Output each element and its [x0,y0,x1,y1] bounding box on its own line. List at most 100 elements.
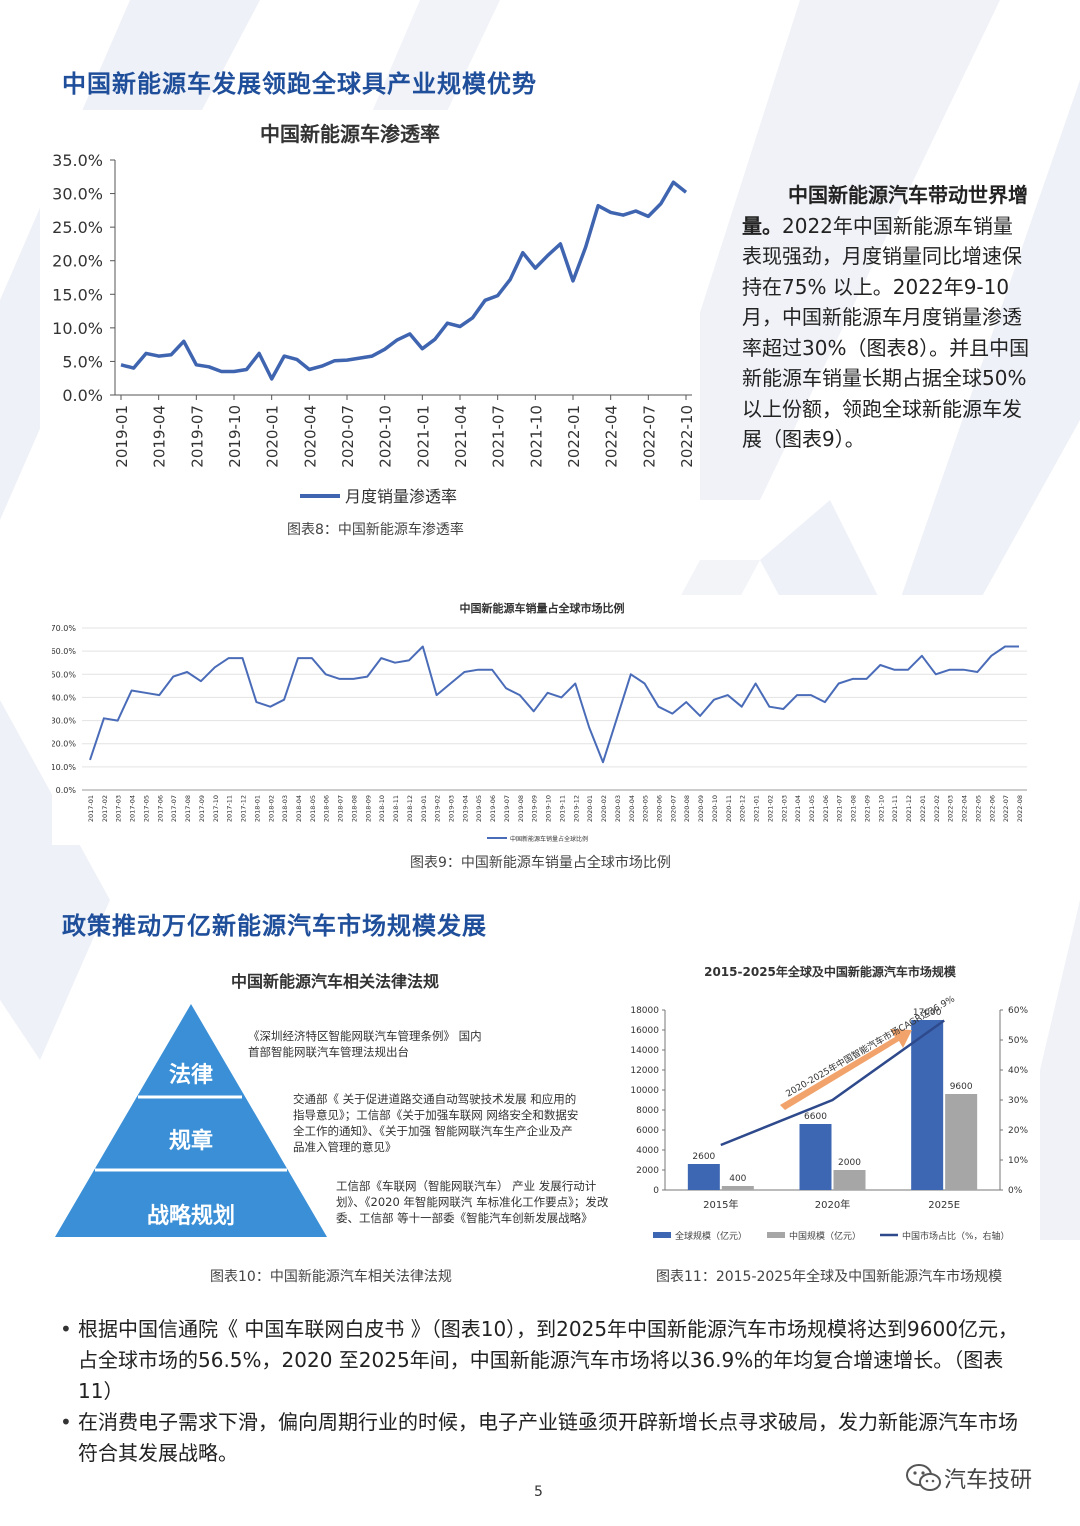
chart9-panel: 中国新能源车销量占全球市场比例 0.0% 10.0% 20.0% 30.0% 40.0%… [52,595,1032,845]
pyramid-level-regulation: 规章 [168,1129,213,1154]
chart9-xtick-label: 2018-07 [337,795,345,822]
chart9-xtick-label: 2017-09 [198,795,206,822]
chart8-xtick-label: 2020-04 [301,405,319,468]
chart11-panel: 2015-2025年全球及中国新能源汽车市场规模 0 2000 4000 6000 80… [620,955,1040,1250]
chart8-svg: 0.0% 5.0% 10.0% 15.0% 20.0% 25.0% 30.0% 35.0% 20… [52,151,696,506]
chart9-xtick-label: 2017-11 [226,795,234,822]
chart8-xtick-label: 2022-04 [603,405,621,468]
chart11-ytick-right-label: 10% [1008,1156,1028,1166]
chart9-xtick-label: 2018-09 [364,795,372,822]
chart9-xtick-label: 2017-12 [240,795,248,822]
chart8-legend-label: 月度销量渗透率 [345,487,457,506]
chart11-bar [945,1094,978,1190]
chart9-ytick-label: 70.0% [52,624,76,633]
chart11-legend-swatch [653,1232,671,1238]
chart9-xtick-label: 2019-01 [420,795,428,822]
chart9-xtick-label: 2021-01 [753,795,761,822]
chart11-legend-label: 全球规模（亿元） [675,1230,747,1242]
chart9-xtick-label: 2022-06 [988,795,996,822]
chart9-legend-label: 中国新能源车销量占全球比例 [510,835,588,843]
chart11-bar-label: 400 [729,1174,746,1184]
chart8-xtick-label: 2020-10 [377,405,395,468]
chart9-xtick-label: 2021-06 [822,795,830,822]
section-title-2: 政策推动万亿新能源汽车市场规模发展 [62,912,487,940]
chart8-xtick-label: 2022-10 [678,405,696,468]
chart8-xtick-label: 2021-07 [490,405,508,468]
chart9-xtick-label: 2021-02 [766,795,774,822]
chart9-xtick-label: 2017-10 [212,795,220,822]
bullet-item: 在消费电子需求下滑，偏向周期行业的时候，电子产业链亟须开辟新增长点寻求破局，发力… [60,1407,1030,1469]
chart9-xtick-label: 2019-05 [475,795,483,822]
chart9-caption: 图表9：中国新能源车销量占全球市场比例 [410,855,671,871]
chart11-xtick-label: 2015年 [703,1198,738,1211]
pyramid-level-strategy: 战略规划 [146,1204,235,1229]
chart11-ytick-left-label: 4000 [636,1146,659,1156]
chart11-ytick-left-label: 8000 [636,1106,659,1116]
chart9-xtick-label: 2020-02 [600,795,608,822]
chart8-ytick-label: 15.0% [52,285,103,304]
chart11-ytick-right-label: 50% [1008,1036,1028,1046]
chart9-xtick-label: 2022-01 [919,795,927,822]
chart11-bar-label: 6600 [804,1112,827,1122]
chart11-bar-label: 2600 [692,1152,715,1162]
chart9-xtick-label: 2017-07 [170,795,178,822]
pyramid-caption: 图表10：中国新能源汽车相关法律法规 [210,1269,452,1285]
chart9-xtick-label: 2019-12 [572,795,580,822]
chart9-ytick-label: 50.0% [52,670,76,679]
chart9-xtick-label: 2018-12 [406,795,414,822]
chart8-ytick-label: 0.0% [62,386,103,405]
chart9-xtick-label: 2020-01 [586,795,594,822]
chart8-xtick-label: 2019-07 [188,405,206,468]
chart8-xtick-label: 2021-01 [414,405,432,468]
chart9-xtick-label: 2018-11 [392,795,400,822]
chart9-xtick-label: 2019-09 [531,795,539,822]
chart9-xtick-label: 2017-02 [101,795,109,822]
chart9-xtick-label: 2017-05 [142,795,150,822]
chart9-xtick-label: 2019-08 [517,795,525,822]
chart11-ytick-right-label: 60% [1008,1006,1028,1016]
section-title-1: 中国新能源车发展领跑全球具产业规模优势 [62,70,537,98]
chart9-xtick-label: 2022-02 [933,795,941,822]
chart9-xtick-label: 2020-06 [655,795,663,822]
chart11-legend-label: 中国市场占比（%，右轴） [902,1230,1010,1242]
chart11-ytick-right-label: 30% [1008,1096,1028,1106]
intro-paragraph: 中国新能源汽车带动世界增量。2022年中国新能源车销量表现强劲，月度销量同比增速… [742,180,1032,455]
chart11-xtick-label: 2025E [928,1200,960,1211]
chart9-xtick-label: 2022-03 [947,795,955,822]
chart8-ytick-label: 10.0% [52,319,103,338]
pyramid-note-regulation: 交通部《 关于促进道路交通自动驾驶技术发展 和应用的指导意见》；工信部《关于加强… [293,1092,579,1154]
chart11-ytick-left-label: 16000 [630,1026,659,1036]
chart11-ytick-left-label: 10000 [630,1086,659,1096]
chart9-series-line [89,645,1019,764]
pyramid-note-law: 《深圳经济特区智能网联汽车管理条例》 国内首部智能网联汽车管理法规出台 [248,1029,482,1059]
chart9-xtick-label: 2021-10 [877,795,885,822]
wechat-icon [904,1460,944,1496]
chart11-bar [687,1164,720,1190]
chart9-xtick-label: 2021-03 [780,795,788,822]
chart9-xtick-label: 2021-11 [891,795,899,822]
chart11-share-line [720,1019,945,1147]
chart9-xtick-label: 2017-03 [115,795,123,822]
intro-rest: 2022年中国新能源车销量表现强劲，月度销量同比增速保持在75% 以上。2022… [742,213,1030,452]
chart11-ytick-right-label: 40% [1008,1066,1028,1076]
chart8-series-line [120,180,688,381]
chart9-xtick-label: 2022-08 [1016,795,1024,822]
chart8-caption: 图表8：中国新能源车渗透率 [287,522,464,538]
chart9-xtick-label: 2019-07 [503,795,511,822]
chart8-ytick-label: 25.0% [52,218,103,237]
page-number: 5 [534,1484,543,1500]
chart9-xtick-label: 2020-10 [711,795,719,822]
chart9-xtick-label: 2019-04 [461,795,469,822]
chart8-panel: 中国新能源车渗透率 0.0% 5.0% 10.0% 15.0% 20.0% 25.0% 30… [40,110,700,510]
chart11-ytick-left-label: 6000 [636,1126,659,1136]
bullet-list: 根据中国信通院《 中国车联网白皮书 》（图表10），到2025年中国新能源汽车市… [60,1314,1030,1469]
chart9-xtick-label: 2021-07 [836,795,844,822]
chart9-xtick-label: 2018-01 [253,795,261,822]
chart9-xtick-label: 2020-12 [739,795,747,822]
chart11-bar-label: 2000 [838,1158,861,1168]
pyramid-level-law: 法律 [168,1063,213,1088]
chart8-xtick-label: 2022-01 [565,405,583,468]
chart9-xtick-label: 2021-05 [808,795,816,822]
chart9-xtick-label: 2021-04 [794,795,802,822]
chart9-xtick-label: 2020-09 [697,795,705,822]
